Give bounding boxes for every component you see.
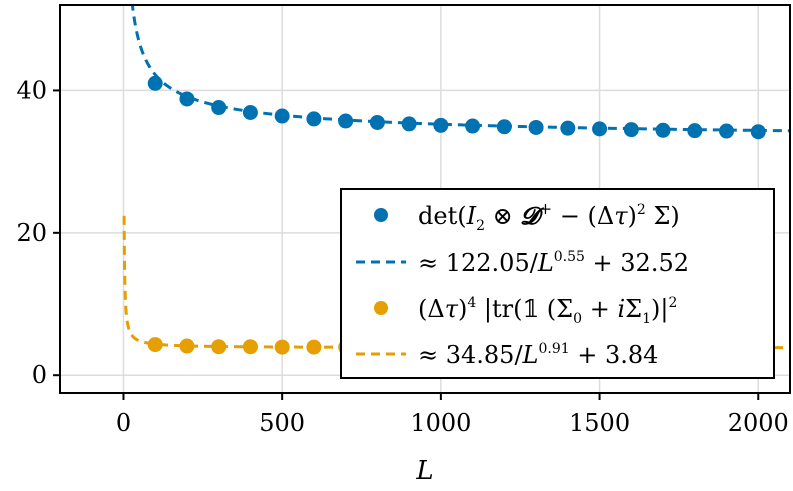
data-point-s0-12 (528, 119, 544, 135)
data-point-s0-3 (242, 105, 258, 121)
fit-line-1 (130, 5, 790, 133)
data-point-s0-19 (750, 124, 766, 140)
x-axis-label: L (415, 456, 433, 486)
data-point-s2-4 (274, 339, 290, 355)
legend-entry-det: det(I2 ⊗ 𝓓+ − (Δτ)2 Σ) (418, 199, 680, 234)
data-point-s0-6 (338, 113, 354, 129)
y-tick-label-2: 40 (16, 76, 47, 104)
x-tick-label-1: 500 (259, 409, 305, 437)
data-point-s0-0 (147, 75, 163, 91)
data-point-s0-1 (179, 91, 195, 107)
data-point-s0-18 (719, 123, 735, 139)
data-point-s0-8 (401, 116, 417, 132)
x-tick-label-2: 1000 (410, 409, 471, 437)
data-point-s0-4 (274, 108, 290, 124)
data-point-s0-15 (623, 122, 639, 138)
data-point-s0-5 (306, 111, 322, 127)
data-point-s0-14 (592, 121, 608, 137)
legend-entry-orange-fit: ≈ 34.85/L0.91 + 3.84 (418, 341, 658, 369)
data-point-s0-9 (433, 117, 449, 133)
legend-marker-orange-points (374, 301, 388, 315)
x-tick-label-3: 1500 (569, 409, 630, 437)
data-point-s0-17 (687, 123, 703, 139)
y-tick-label-1: 20 (16, 219, 47, 247)
data-point-s2-3 (242, 339, 258, 355)
plot-frame (59, 4, 791, 394)
data-point-s0-11 (496, 119, 512, 135)
data-point-s0-7 (369, 114, 385, 130)
data-point-s0-10 (465, 118, 481, 134)
axes: 0 500 1000 1500 2000 0 20 40 (16, 4, 791, 437)
data-point-s2-2 (211, 339, 227, 355)
data-point-s0-2 (211, 100, 227, 116)
legend-entry-trace: (Δτ)4 |tr(𝟙 (Σ0 + iΣ1)|2 (418, 295, 677, 327)
data-point-s2-5 (306, 339, 322, 355)
data-point-s0-16 (655, 122, 671, 138)
data-point-s2-1 (179, 338, 195, 354)
legend: det(I2 ⊗ 𝓓+ − (Δτ)2 Σ) ≈ 122.05/L0.55 + … (340, 188, 775, 379)
legend-entry-blue-fit: ≈ 122.05/L0.55 + 32.52 (418, 249, 689, 277)
data-point-s0-13 (560, 120, 576, 136)
y-tick-label-0: 0 (32, 361, 47, 389)
data-point-s2-0 (147, 337, 163, 353)
x-tick-label-0: 0 (116, 409, 131, 437)
x-tick-label-4: 2000 (728, 409, 789, 437)
legend-box (340, 188, 775, 379)
legend-marker-blue-points (374, 208, 388, 222)
